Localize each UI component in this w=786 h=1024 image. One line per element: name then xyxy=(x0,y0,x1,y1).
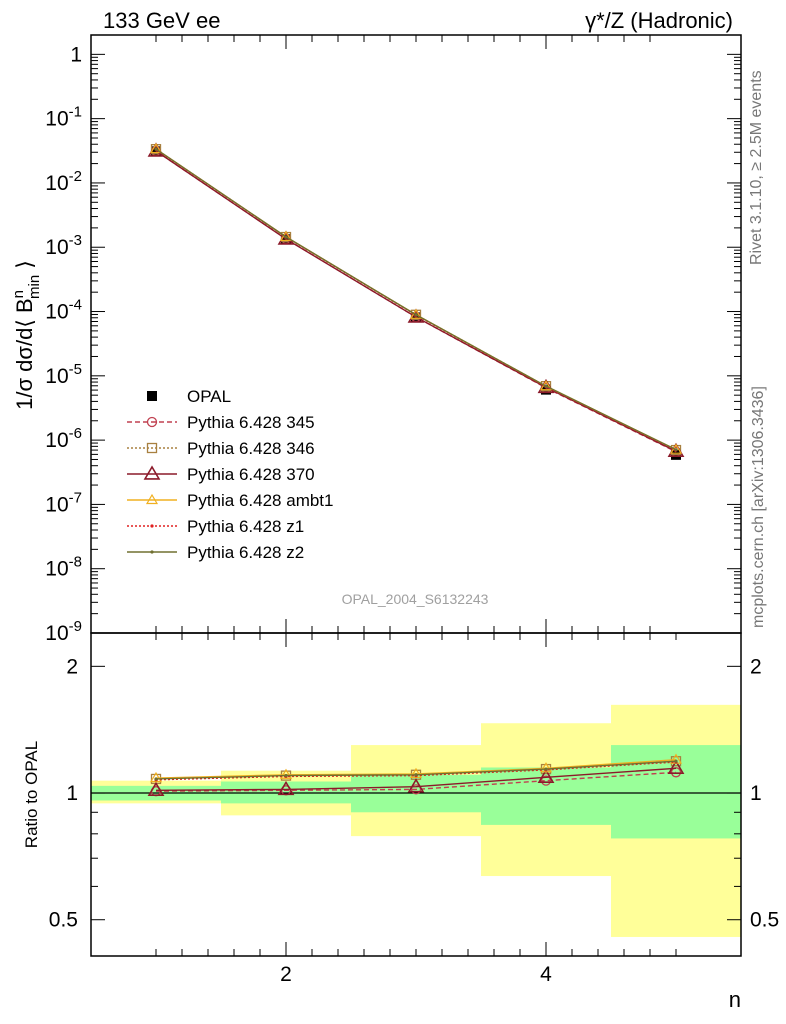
ratio-series-p370 xyxy=(147,759,685,797)
ratio-y-tick-label-left: 2 xyxy=(66,655,78,678)
ratio-point-p345 xyxy=(410,784,422,795)
legend-label-ambt1: Pythia 6.428 ambt1 xyxy=(187,491,333,510)
ratio-point-ambt1 xyxy=(279,768,293,779)
y-axis-label: 1/σ dσ/d⟨ Bnmin ⟩ xyxy=(10,260,43,410)
uncertainty-band-inner xyxy=(611,745,741,839)
y-tick-label: 10-6 xyxy=(45,425,82,452)
ratio-panel: 0.5 0.5 1 1 2 2 2 4 n Ratio to OPAL xyxy=(22,632,779,1012)
ratio-point-z2 xyxy=(544,767,548,771)
ratio-point-p370 xyxy=(277,780,295,796)
ratio-y-tick-label-right: 2 xyxy=(750,655,762,678)
series-line-p345 xyxy=(155,150,677,453)
legend-entry-p345: Pythia 6.428 345 xyxy=(127,413,315,432)
rivet-label: Rivet 3.1.10, ≥ 2.5M events xyxy=(748,70,765,265)
series-p345 xyxy=(150,145,682,457)
ratio-point-p370 xyxy=(537,768,555,783)
y-tick-label: 10-4 xyxy=(45,297,82,324)
legend-label-z2: Pythia 6.428 z2 xyxy=(187,543,304,562)
y-tick-label: 10-1 xyxy=(45,104,82,131)
legend-marker-p345 xyxy=(146,416,158,428)
legend-marker-z1 xyxy=(150,524,154,528)
series-line-ambt1 xyxy=(155,148,677,451)
ratio-point-p370 xyxy=(407,778,425,793)
point-ambt1 xyxy=(279,230,293,241)
y-tick-label: 10-5 xyxy=(45,361,82,388)
ratio-point-z2 xyxy=(414,773,418,777)
series-p370 xyxy=(147,142,685,458)
series-line-z2 xyxy=(155,148,677,451)
ratio-y-tick-label-right: 1 xyxy=(750,782,762,805)
legend-entry-z1: Pythia 6.428 z1 xyxy=(127,517,304,536)
ratio-y-axis-label: Ratio to OPAL xyxy=(22,741,41,848)
title-left: 133 GeV ee xyxy=(103,8,220,33)
ratio-point-ambt1 xyxy=(409,767,423,779)
x-tick-label: 2 xyxy=(280,963,292,986)
ratio-y-tick-label-left: 1 xyxy=(66,782,78,805)
legend-label-z1: Pythia 6.428 z1 xyxy=(187,517,304,536)
point-z2 xyxy=(154,147,158,151)
ratio-line-p345 xyxy=(155,771,677,792)
series-z1 xyxy=(154,147,678,452)
series-line-p370 xyxy=(155,150,677,452)
y-tick-label: 10-8 xyxy=(45,554,82,581)
series-line-p346 xyxy=(155,148,677,451)
legend-entry-z2: Pythia 6.428 z2 xyxy=(127,543,304,562)
point-ambt1 xyxy=(149,142,163,154)
x-axis-label: n xyxy=(729,987,741,1012)
ratio-point-z2 xyxy=(674,759,678,763)
title-right: γ*/Z (Hadronic) xyxy=(585,8,733,33)
legend-entry-p370: Pythia 6.428 370 xyxy=(127,465,315,484)
ratio-point-ambt1 xyxy=(149,771,163,783)
ratio-frame xyxy=(90,632,742,957)
main-panel: 10-9 10-8 10-7 10-6 10-5 10-4 10-3 10-2 10-1 1 1/σ… xyxy=(10,34,742,645)
ratio-series-z2 xyxy=(154,759,678,781)
x-tick-label: 4 xyxy=(540,963,552,986)
legend: OPAL Pythia 6.428 345 Pythia 6.428 346 Pyth… xyxy=(127,387,333,562)
point-z2 xyxy=(674,448,678,452)
y-tick-label: 10-3 xyxy=(45,232,82,259)
series-z2 xyxy=(154,147,678,452)
y-tick-label: 10-9 xyxy=(45,618,82,645)
series-ambt1 xyxy=(149,142,683,454)
point-z2 xyxy=(544,384,548,388)
legend-label-p370: Pythia 6.428 370 xyxy=(187,465,315,484)
legend-marker-ambt1 xyxy=(145,493,159,505)
ratio-point-p345 xyxy=(670,767,682,778)
y-tick-label: 1 xyxy=(70,43,82,66)
point-z2 xyxy=(414,313,418,317)
legend-marker-z2 xyxy=(150,550,154,554)
point-z2 xyxy=(284,235,288,239)
mcplots-label: mcplots.cern.ch [arXiv:1306.3436] xyxy=(750,386,767,628)
legend-label-p345: Pythia 6.428 345 xyxy=(187,413,315,432)
legend-marker-data xyxy=(147,391,157,401)
y-tick-label: 10-7 xyxy=(45,489,82,516)
legend-marker-p346 xyxy=(146,442,158,454)
legend-entry-data: OPAL xyxy=(147,387,231,406)
ratio-point-ambt1 xyxy=(539,762,553,773)
legend-label-p346: Pythia 6.428 346 xyxy=(187,439,315,458)
analysis-id: OPAL_2004_S6132243 xyxy=(342,591,489,607)
series-line-z1 xyxy=(155,148,677,451)
ratio-line-p370 xyxy=(155,767,677,792)
ratio-y-tick-label-left: 0.5 xyxy=(49,909,78,932)
legend-label-data: OPAL xyxy=(187,387,231,406)
ratio-point-p370 xyxy=(667,759,685,774)
ratio-point-z2 xyxy=(284,774,288,778)
ratio-point-p370 xyxy=(147,781,165,797)
legend-entry-ambt1: Pythia 6.428 ambt1 xyxy=(127,491,333,510)
y-tick-label: 10-2 xyxy=(45,168,82,195)
series-p346 xyxy=(150,144,682,456)
ratio-y-tick-label-right: 0.5 xyxy=(750,909,779,932)
legend-marker-p370 xyxy=(143,465,161,480)
legend-entry-p346: Pythia 6.428 346 xyxy=(127,439,315,458)
ratio-point-z2 xyxy=(154,777,158,781)
ratio-point-p345 xyxy=(540,775,552,786)
